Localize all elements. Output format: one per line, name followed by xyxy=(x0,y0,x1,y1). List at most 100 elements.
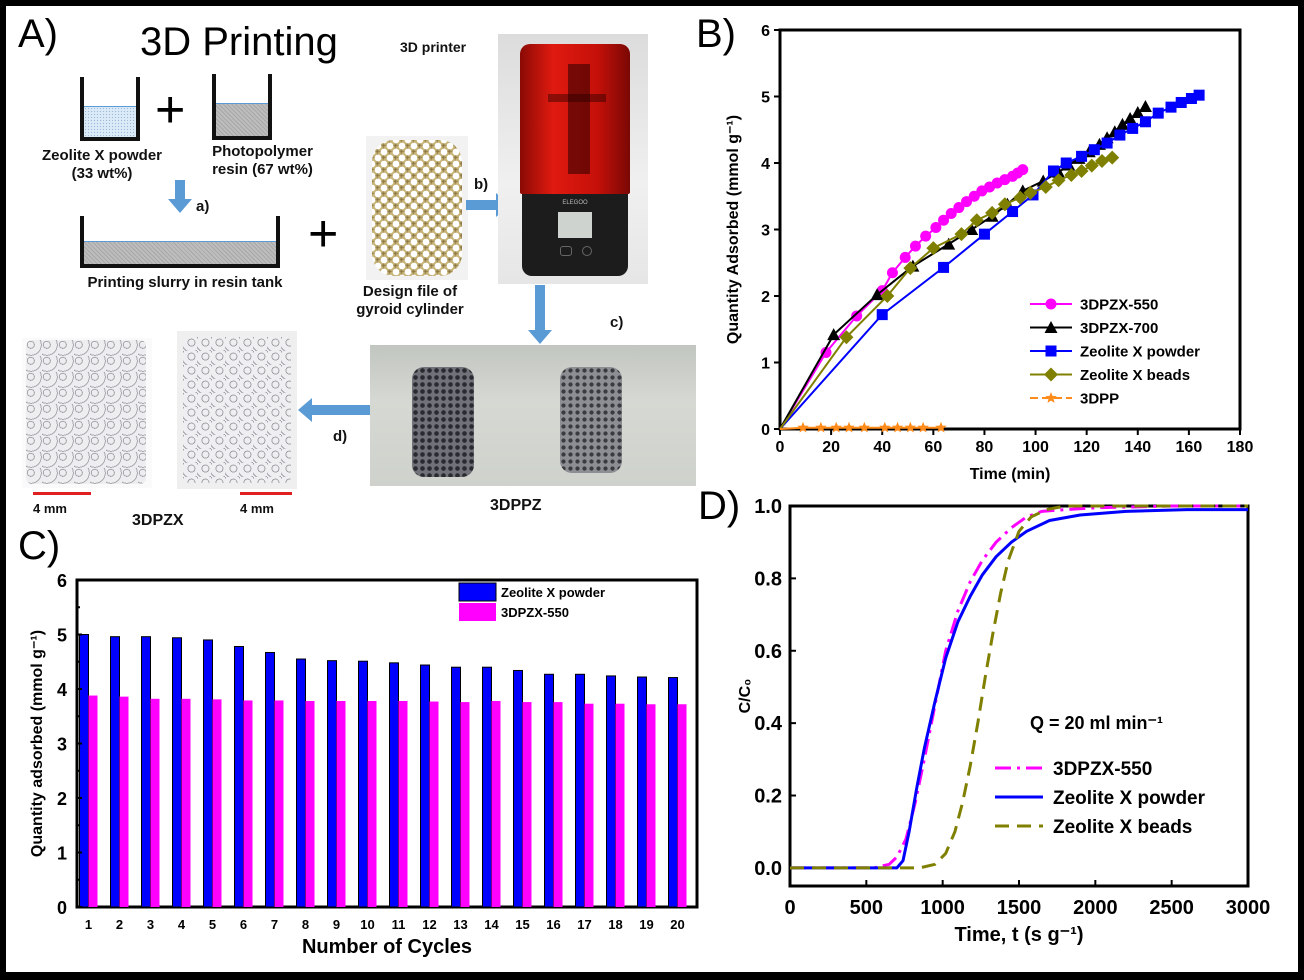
chart-b-data-point xyxy=(858,421,870,433)
chart-d-legend-label: 3DPZX-550 xyxy=(1053,759,1152,780)
design-label-line2: gyroid cylinder xyxy=(356,301,464,318)
schematic-title: 3D Printing xyxy=(140,20,338,64)
chart-d-x-tick-label: 1000 xyxy=(920,897,965,919)
chart-b-data-point xyxy=(843,421,855,433)
chart-b-data-point xyxy=(1076,150,1088,162)
chart-b-data-point xyxy=(1115,117,1129,130)
printer-screen xyxy=(558,212,592,238)
chart-b-data-point xyxy=(953,202,965,214)
chart-c-y-tick-label: 6 xyxy=(57,571,67,591)
3dpzx-sem-image-1 xyxy=(22,338,152,488)
chart-c-x-tick-label: 6 xyxy=(240,917,247,932)
step-b-label: b) xyxy=(474,176,489,193)
chart-d-x-tick-label: 500 xyxy=(850,897,883,919)
chart-c-x-tick-label: 13 xyxy=(453,917,467,932)
chart-c-x-tick-label: 4 xyxy=(178,917,186,932)
chart-b-data-point xyxy=(1007,206,1019,218)
design-label: Design file of gyroid cylinder xyxy=(350,283,470,319)
chart-b-data-point xyxy=(1017,164,1029,176)
chart-b-legend-label: 3DPZX-700 xyxy=(1080,320,1158,337)
scale-bar-1-label: 4 mm xyxy=(33,501,67,516)
chart-c-bar xyxy=(637,676,647,908)
chart-c-bar xyxy=(646,704,656,907)
chart-c-bar xyxy=(203,639,213,908)
printer-base: ELEGOO xyxy=(522,194,628,276)
chart-b-data-point xyxy=(920,230,932,242)
step-a-label: a) xyxy=(196,198,210,215)
chart-d-y-tick-label: 0.0 xyxy=(754,858,782,880)
chart-d-x-tick-label: 0 xyxy=(784,897,795,919)
arrow-a-shaft xyxy=(175,180,185,200)
chart-c-bar xyxy=(389,662,399,908)
chart-c-legend-swatch xyxy=(458,582,497,602)
chart-b-adsorption-kinetics: 0 20 40 60 80 100 120 140 160 180 0 1 2 3 4 5 6 Time (min… xyxy=(725,23,1253,483)
chart-d-x-axis-label: Time, t (s g⁻¹) xyxy=(954,924,1083,946)
chart-d-series-zeolite-x-beads xyxy=(790,504,1248,870)
chart-b-y-tick-label: 3 xyxy=(761,223,770,240)
chart-b-y-axis-label: Quantity Adsorbed (mmol g⁻¹) xyxy=(725,115,742,344)
chart-b-data-point xyxy=(870,288,884,301)
3dppz-sample-2 xyxy=(560,367,622,473)
chart-d-series-3dpzx-550 xyxy=(790,504,1248,870)
chart-b-data-point xyxy=(886,267,898,279)
chart-b-legend-marker xyxy=(1045,345,1057,357)
chart-b-legend-marker xyxy=(1044,321,1058,333)
chart-b-data-point xyxy=(1051,173,1066,188)
arrow-c-shaft xyxy=(535,285,545,331)
chart-c-legend-swatch xyxy=(459,603,496,621)
chart-c-x-tick-label: 3 xyxy=(147,917,154,932)
step-c-label: c) xyxy=(610,314,624,331)
chart-b-data-point xyxy=(1131,105,1145,118)
chart-b-x-axis-label: Time (min) xyxy=(970,466,1051,483)
chart-b-x-tick-label: 80 xyxy=(976,439,994,456)
chart-c-bar xyxy=(296,658,306,908)
chart-c-bar xyxy=(677,704,687,907)
chart-c-x-tick-label: 10 xyxy=(360,917,374,932)
chart-b-y-tick-label: 4 xyxy=(761,156,770,173)
chart-b-data-point xyxy=(1060,157,1072,169)
chart-d-breakthrough: 0 500 1000 1500 2000 2500 3000 0.0 0.2 0.4 0.6 0.8 1… xyxy=(737,496,1270,946)
chart-c-bar xyxy=(367,700,377,907)
chart-b-series-3dpp xyxy=(779,421,947,433)
chart-c-bar xyxy=(243,700,253,907)
3dppz-label: 3DPPZ xyxy=(490,497,542,514)
chart-d-y-axis-label: C/C₀ xyxy=(737,679,754,714)
chart-d-y-tick-label: 0.6 xyxy=(754,641,782,663)
chart-b-data-point xyxy=(830,421,842,433)
chart-d-annotation: Q = 20 ml min⁻¹ xyxy=(1030,713,1163,733)
chart-b-series-3dpzx-550 xyxy=(779,164,1029,430)
chart-c-x-tick-label: 8 xyxy=(302,917,309,932)
chart-b-legend-marker xyxy=(1045,392,1057,403)
chart-b-data-point xyxy=(1084,158,1099,173)
chart-b-data-point xyxy=(942,237,956,250)
resin-label-line1: Photopolymer xyxy=(212,143,313,160)
3dpzx-label: 3DPZX xyxy=(132,512,184,529)
chart-c-y-axis-label: Quantity adsorbed (mmol g⁻¹) xyxy=(29,630,46,857)
chart-b-data-point xyxy=(1064,167,1079,182)
chart-b-data-point xyxy=(965,223,979,235)
chart-c-bar xyxy=(522,702,532,907)
arrow-d-shaft xyxy=(312,405,370,415)
plus-sign-2: + xyxy=(308,205,339,263)
panel-letter-d: D) xyxy=(698,484,741,528)
chart-d-y-tick-label: 0.4 xyxy=(754,713,783,735)
chart-d-plot-area xyxy=(788,504,1250,888)
chart-d-y-tick-label: 1.0 xyxy=(754,496,782,518)
chart-b-data-point xyxy=(1123,111,1137,124)
chart-c-bar xyxy=(420,664,430,908)
chart-b-data-point xyxy=(969,213,984,228)
chart-b-data-point xyxy=(827,328,841,341)
chart-c-y-tick-label: 0 xyxy=(57,898,67,918)
chart-b-y-tick-label: 5 xyxy=(761,90,770,107)
chart-c-cycling-bars: 1 2 3 4 5 6 7 8 9 10 11 12 13 14 15 16 17 18 19 200123456Nu… xyxy=(29,571,699,958)
chart-c-bar xyxy=(553,702,563,907)
chart-b-legend-marker xyxy=(1045,298,1057,310)
chart-d-legend-label: Zeolite X beads xyxy=(1053,817,1192,838)
chart-b-data-point xyxy=(945,208,957,220)
chart-b-data-point xyxy=(997,197,1012,212)
chart-c-x-tick-label: 14 xyxy=(484,917,499,932)
chart-b-data-point xyxy=(891,421,904,433)
chart-b-data-point xyxy=(935,421,947,433)
chart-c-x-tick-label: 11 xyxy=(392,917,406,932)
